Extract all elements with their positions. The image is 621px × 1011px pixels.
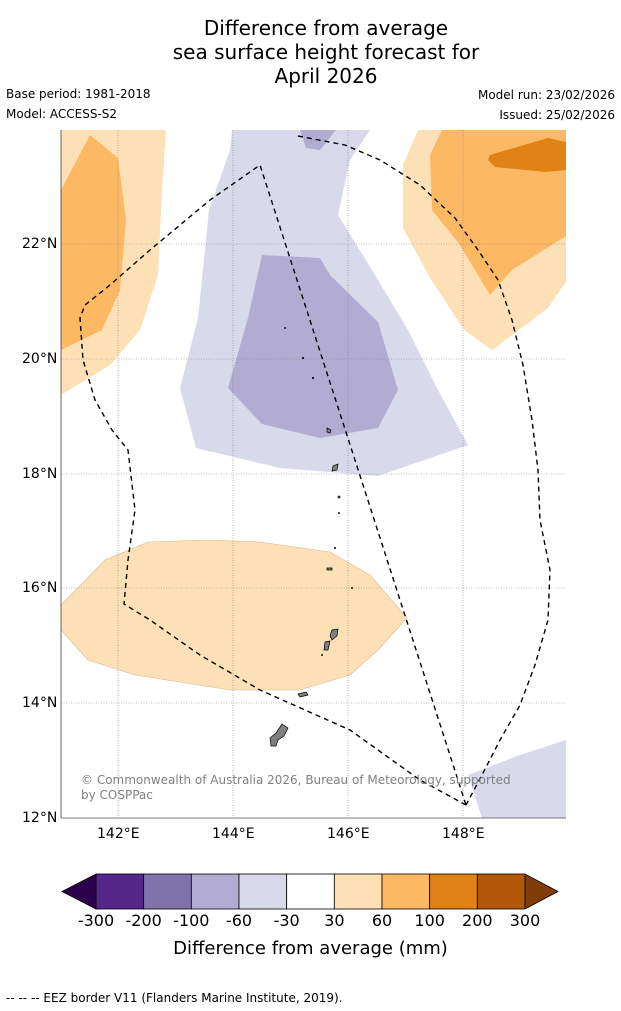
island-tinian (323, 640, 331, 651)
colorbar-extend-high (524, 873, 559, 910)
colorbar-segment-5 (333, 873, 383, 910)
islands (269, 327, 353, 747)
island-agrihan (326, 427, 332, 434)
chart-title: Difference from average sea surface heig… (0, 16, 621, 88)
colorbar-segment-2 (190, 873, 240, 910)
colorbar-segment-8 (476, 873, 526, 910)
lon-tick-148e: 148°E (442, 826, 485, 842)
contour-pos100-northeast (488, 138, 566, 172)
copyright-credit: © Commonwealth of Australia 2026, Bureau… (81, 773, 511, 802)
island-small-1 (337, 495, 341, 499)
contour-neg30-southeast (468, 740, 566, 818)
colorbar-tick-label: 30 (324, 911, 345, 930)
issued-date: Issued: 25/02/2026 (499, 108, 615, 122)
island-small-6 (311, 376, 315, 380)
lat-tick-12n: 12°N (22, 810, 58, 826)
title-line-2: sea surface height forecast for (172, 40, 480, 64)
eez-border (79, 135, 551, 807)
title-line-3: April 2026 (274, 64, 378, 88)
model-name: Model: ACCESS-S2 (6, 107, 118, 121)
island-pagan (331, 463, 339, 472)
title-line-1: Difference from average (203, 16, 449, 40)
colorbar-title: Difference from average (mm) (173, 938, 448, 959)
island-rota (297, 691, 309, 698)
colorbar-tick-label: 200 (462, 911, 493, 930)
colorbar-segment-0 (95, 873, 145, 910)
island-small-2 (338, 512, 340, 514)
lat-tick-22n: 22°N (22, 236, 58, 252)
island-guam (269, 723, 289, 747)
island-small-8 (321, 654, 323, 656)
colorbar-tick-label: 100 (414, 911, 445, 930)
island-small-7 (284, 327, 286, 329)
lon-tick-142e: 142°E (97, 826, 140, 842)
lat-tick-16n: 16°N (22, 580, 58, 596)
contour-pos60-west (61, 135, 126, 350)
colorbar-tick-label: 300 (509, 911, 541, 930)
forecast-map (60, 130, 566, 819)
gridlines (61, 130, 566, 818)
lat-tick-18n: 18°N (22, 466, 58, 482)
island-small-4 (351, 587, 353, 589)
colorbar-tick-label: -200 (125, 911, 162, 930)
base-period: Base period: 1981-2018 (6, 87, 151, 101)
colorbar-segment-1 (143, 873, 192, 910)
colorbar-tick-label: -60 (225, 911, 253, 930)
colorbar-segment-3 (238, 873, 288, 910)
island-small-3 (333, 546, 337, 550)
eez-legend-note: -- -- -- EEZ border V11 (Flanders Marine… (6, 991, 343, 1005)
contour-fills (61, 130, 566, 818)
colorbar-tick-label: -300 (77, 911, 115, 930)
colorbar-tick-label: -30 (273, 911, 300, 930)
colorbar (61, 873, 559, 910)
model-run: Model run: 23/02/2026 (477, 88, 615, 102)
lon-tick-144e: 144°E (212, 826, 255, 842)
colorbar-tick-label: 60 (371, 911, 393, 930)
colorbar-segment-7 (429, 873, 478, 910)
lon-tick-146e: 146°E (327, 826, 370, 842)
colorbar-segment-4 (286, 873, 335, 910)
lat-tick-14n: 14°N (22, 695, 58, 711)
colorbar-extend-low (61, 873, 97, 910)
colorbar-tick-label: -100 (173, 911, 210, 930)
island-saipan (329, 628, 339, 641)
colorbar-segment-6 (381, 873, 431, 910)
contour-pos60-northeast (430, 130, 566, 295)
island-small-5 (301, 356, 305, 360)
contour-neg60-central (228, 255, 398, 438)
contour-pos30-south (61, 540, 407, 690)
island-anatahan (326, 567, 333, 571)
lat-tick-20n: 20°N (22, 351, 58, 367)
